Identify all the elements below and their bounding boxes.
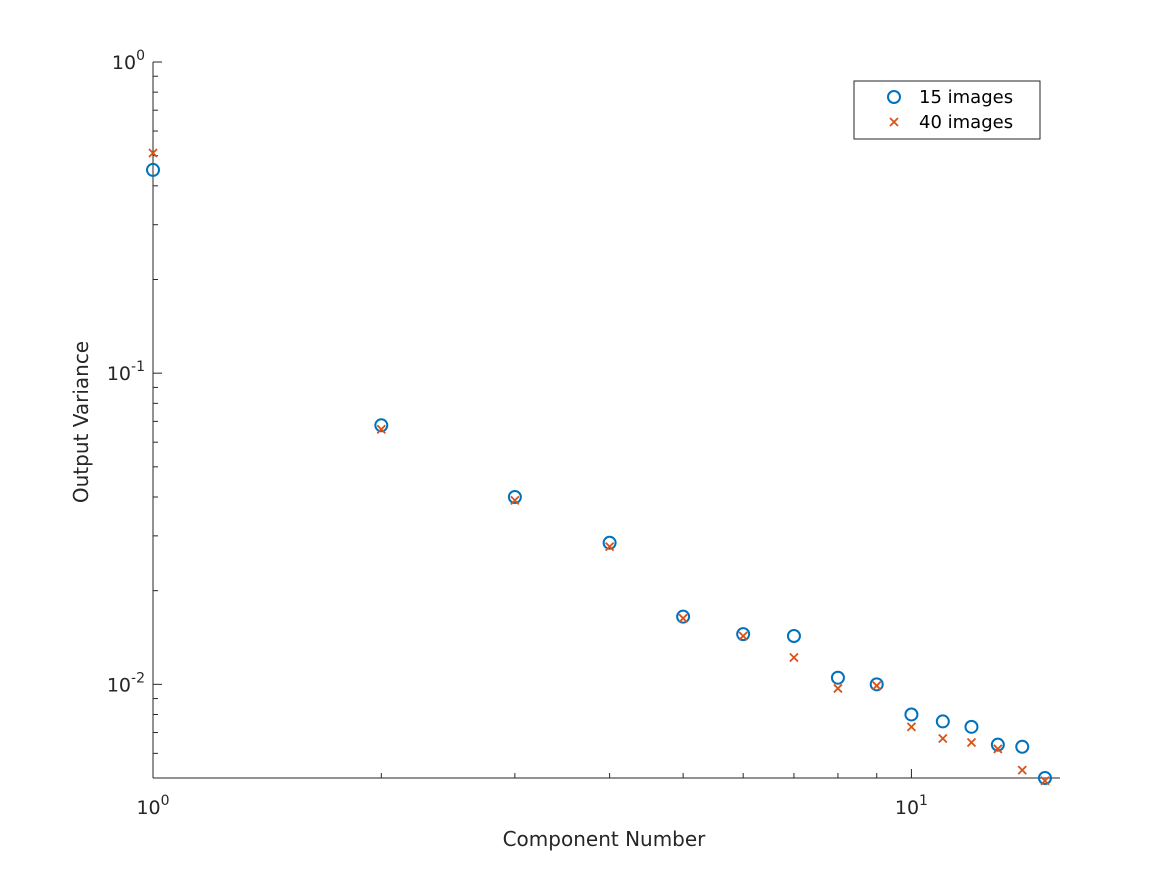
y-axis-label: Output Variance <box>69 341 93 503</box>
legend-marker <box>889 117 899 127</box>
data-point <box>376 424 386 434</box>
data-point <box>676 609 691 624</box>
series-1 <box>146 162 1052 785</box>
data-point <box>872 681 882 691</box>
series-2 <box>148 148 1050 786</box>
legend-marker <box>887 90 901 104</box>
x-axis-label: Component Number <box>503 827 707 851</box>
data-point <box>966 737 977 748</box>
x-tick-label: 100 <box>136 793 169 819</box>
data-point <box>964 719 979 734</box>
data-point <box>604 542 615 552</box>
data-point <box>990 737 1005 752</box>
x-tick-label: 101 <box>895 793 928 819</box>
legend-entry-label: 40 images <box>919 112 1013 133</box>
data-point <box>789 652 799 663</box>
data-point <box>148 148 158 158</box>
data-point <box>146 162 160 177</box>
data-point <box>786 628 801 643</box>
data-point <box>830 670 845 685</box>
data-point <box>833 683 843 694</box>
data-point <box>993 744 1003 754</box>
data-point <box>1037 771 1052 785</box>
data-point <box>869 677 884 692</box>
data-point <box>738 631 748 641</box>
data-point <box>1015 739 1030 754</box>
data-point <box>736 627 751 642</box>
data-point <box>507 489 522 504</box>
data-point <box>602 535 617 550</box>
data-point <box>374 418 389 433</box>
legend-box <box>853 80 1041 140</box>
y-tick-label: 100 <box>112 48 145 74</box>
data-marks <box>146 148 1052 786</box>
y-tick-label: 10-1 <box>107 359 145 385</box>
data-point <box>678 613 688 623</box>
y-tick-label: 10-2 <box>107 670 145 696</box>
legend-entry-label: 15 images <box>919 87 1013 108</box>
data-point <box>906 722 917 732</box>
data-point <box>1017 765 1027 775</box>
data-point <box>904 707 919 722</box>
data-point <box>510 495 520 506</box>
data-point <box>938 733 948 744</box>
legend: 15 images 40 images <box>853 80 1041 140</box>
data-point <box>1040 776 1050 786</box>
data-point <box>935 714 950 729</box>
axes: 100 10-1 10-2 100 101 <box>107 48 1060 819</box>
